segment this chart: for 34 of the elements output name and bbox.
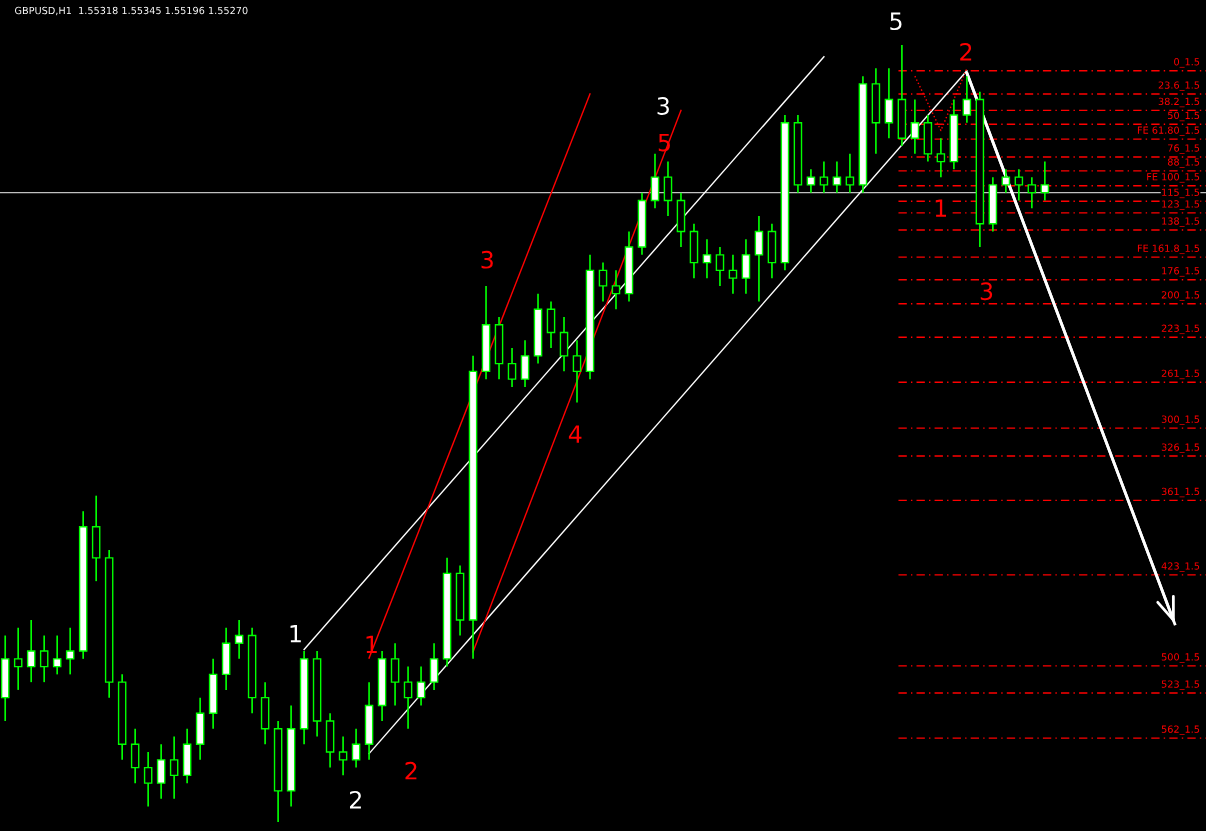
annotation: 76_1.5 xyxy=(1168,144,1200,154)
annotation: 2 xyxy=(349,790,361,809)
annotation: 500_1.5 xyxy=(1161,653,1200,663)
annotation: 361_1.5 xyxy=(1161,487,1200,498)
annotation: 3 xyxy=(980,282,993,301)
annotation: 3 xyxy=(657,97,669,115)
annotation: 50_1.5 xyxy=(1168,111,1200,122)
text: 5 xyxy=(890,12,902,31)
annotation: 261_1.5 xyxy=(1161,369,1200,380)
annotation: 2 xyxy=(960,43,972,61)
annotation: FE 100_1.5 xyxy=(1147,173,1200,183)
annotation: FE 61.80_1.5 xyxy=(1137,126,1200,136)
annotation: 1 xyxy=(290,625,301,643)
annotation: 38.2_1.5 xyxy=(1158,97,1200,108)
annotation: 88_1.5 xyxy=(1167,158,1200,168)
annotation: 3 xyxy=(481,250,493,269)
annotation: 2 xyxy=(405,761,417,780)
annotation: 176_1.5 xyxy=(1162,267,1200,277)
annotation: 326_1.5 xyxy=(1161,443,1200,453)
annotation: 23.6_1.5 xyxy=(1158,81,1200,91)
annotation: 0_1.5 xyxy=(1174,58,1200,68)
annotation: FE 161.8_1.5 xyxy=(1137,244,1200,255)
annotation: 223_1.5 xyxy=(1161,324,1200,335)
annotation: 1 xyxy=(935,199,947,217)
annotation: 523_1.5 xyxy=(1161,680,1200,690)
annotation: 300_1.5 xyxy=(1161,415,1200,425)
chart-title: GBPUSD,H1 1.55318 1.55345 1.55196 1.55270 xyxy=(15,6,248,16)
annotation: 4 xyxy=(568,425,582,443)
annotation: 123_1.5 xyxy=(1162,200,1200,210)
annotation: 423_1.5 xyxy=(1161,562,1200,572)
annotation: 138_1.5 xyxy=(1162,217,1200,227)
annotation: 562_1.5 xyxy=(1161,725,1200,735)
annotation: 200_1.5 xyxy=(1161,291,1200,301)
annotation: 115_1.5 xyxy=(1162,188,1200,199)
